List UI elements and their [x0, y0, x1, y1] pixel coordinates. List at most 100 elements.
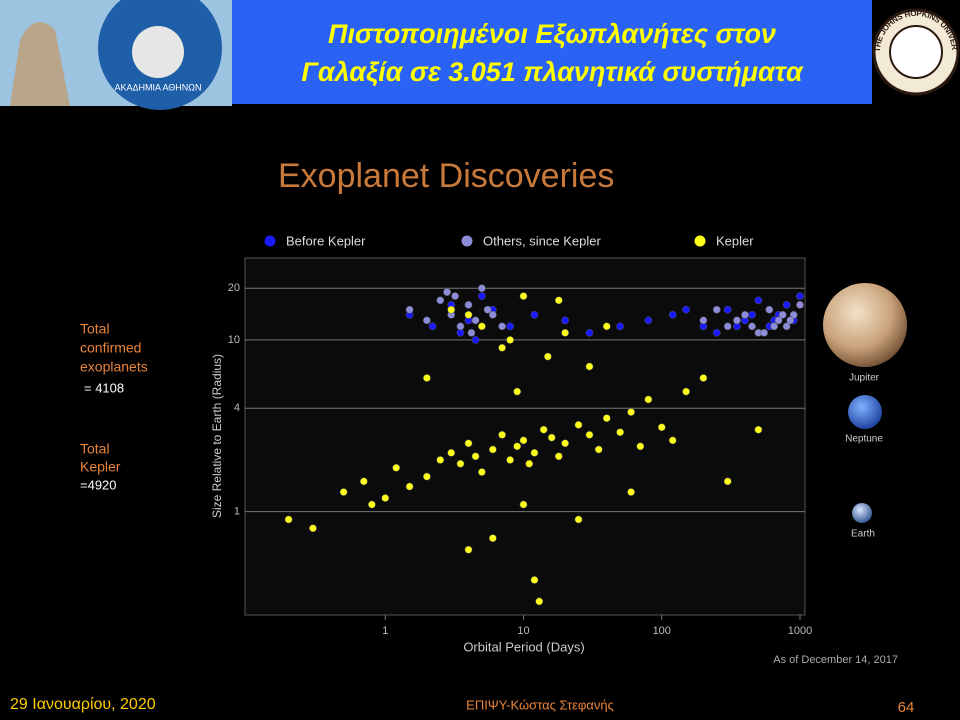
- sidebar-label: exoplanets: [80, 359, 148, 375]
- data-point: [723, 322, 732, 331]
- data-point: [478, 468, 486, 476]
- data-point: [733, 316, 741, 325]
- data-point: [682, 387, 690, 396]
- data-point: [561, 439, 569, 448]
- title-box: [232, 0, 872, 104]
- y-tick-label: 1: [234, 506, 240, 518]
- data-point: [699, 316, 708, 325]
- data-point: [770, 322, 778, 331]
- data-point: [483, 305, 492, 314]
- data-point: [760, 328, 768, 337]
- earth-icon: [852, 503, 872, 523]
- x-axis-label: Orbital Period (Days): [463, 639, 584, 654]
- chart-note: As of December 14, 2017: [773, 654, 898, 666]
- footer-author: ΕΠΙΨΥ-Κώστας Στεφανής: [466, 697, 614, 712]
- data-point: [594, 445, 603, 454]
- data-point: [519, 436, 528, 445]
- data-point: [668, 436, 677, 445]
- data-point: [506, 322, 514, 331]
- chart: 1 4 10 20 1 10 100 1000 Before Kepler Others, sin…: [228, 233, 812, 636]
- data-point: [774, 316, 783, 325]
- data-point: [585, 362, 594, 371]
- data-point: [782, 301, 791, 309]
- data-point: [467, 328, 476, 337]
- plot-area: [244, 257, 806, 616]
- data-point: [585, 328, 594, 337]
- data-point: [447, 448, 456, 457]
- data-point: [616, 428, 624, 437]
- sidebar-label: Total: [80, 321, 110, 337]
- data-point: [765, 305, 774, 314]
- sidebar-label: Total: [80, 441, 110, 457]
- x-tick-label: 10: [517, 625, 529, 637]
- right-logo-inner: [889, 25, 943, 79]
- data-point: [644, 316, 653, 325]
- slide-title: Πιστοποιημένοι Εξωπλανήτες στον: [328, 19, 776, 49]
- data-point: [723, 477, 732, 486]
- legend-swatch: [461, 235, 473, 247]
- data-point: [539, 425, 548, 434]
- y-axis-label: Size Relative to Earth (Radius): [210, 354, 224, 518]
- data-point: [478, 322, 486, 331]
- page-number: 64: [898, 699, 915, 716]
- jupiter-icon: [823, 283, 907, 367]
- data-point: [513, 442, 522, 451]
- data-point: [712, 305, 721, 314]
- data-point: [699, 374, 708, 382]
- data-point: [428, 322, 437, 331]
- data-point: [741, 310, 749, 319]
- legend-label: Others, since Kepler: [483, 233, 601, 248]
- data-point: [796, 301, 804, 309]
- data-point: [436, 456, 445, 464]
- legend-swatch: [264, 235, 276, 247]
- sidebar-value: = 4108: [84, 380, 124, 395]
- data-point: [519, 292, 528, 300]
- data-point: [423, 316, 431, 325]
- sidebar-label: Kepler: [80, 459, 121, 475]
- planet-label: Earth: [851, 529, 875, 540]
- data-point: [657, 423, 666, 432]
- data-point: [339, 488, 348, 496]
- data-point: [464, 310, 473, 319]
- data-point: [530, 310, 539, 319]
- footer-date: 29 Ιανουαρίου, 2020: [10, 696, 156, 713]
- data-point: [513, 387, 522, 396]
- data-point: [554, 296, 563, 305]
- legend-label: Before Kepler: [286, 233, 366, 248]
- data-point: [627, 488, 635, 496]
- data-point: [636, 442, 645, 451]
- data-point: [754, 296, 763, 305]
- data-point: [447, 305, 456, 314]
- neptune-icon: [848, 395, 882, 429]
- legend-label: Kepler: [716, 233, 754, 248]
- data-point: [498, 343, 506, 352]
- data-point: [471, 316, 480, 325]
- data-point: [682, 305, 690, 314]
- data-point: [543, 352, 552, 361]
- data-point: [456, 322, 465, 331]
- data-point: [782, 322, 791, 331]
- data-point: [616, 322, 624, 331]
- sidebar-label: confirmed: [80, 340, 141, 356]
- data-point: [471, 336, 480, 344]
- y-tick-label: 4: [234, 402, 240, 414]
- data-point: [451, 292, 459, 300]
- data-point: [712, 328, 721, 337]
- sidebar-value: =4920: [80, 477, 117, 492]
- x-tick-label: 1: [382, 625, 388, 637]
- x-tick-label: 1000: [788, 625, 812, 637]
- data-point: [478, 284, 486, 293]
- data-point: [585, 430, 594, 439]
- data-point: [405, 305, 414, 314]
- data-point: [309, 524, 317, 533]
- data-point: [368, 500, 376, 509]
- data-point: [478, 292, 486, 300]
- slide-title: Γαλαξία σε 3.051 πλανητικά συστήματα: [301, 57, 803, 87]
- data-point: [456, 459, 465, 468]
- data-point: [602, 322, 611, 331]
- y-tick-label: 10: [228, 334, 240, 346]
- data-point: [786, 316, 795, 325]
- data-point: [668, 310, 677, 319]
